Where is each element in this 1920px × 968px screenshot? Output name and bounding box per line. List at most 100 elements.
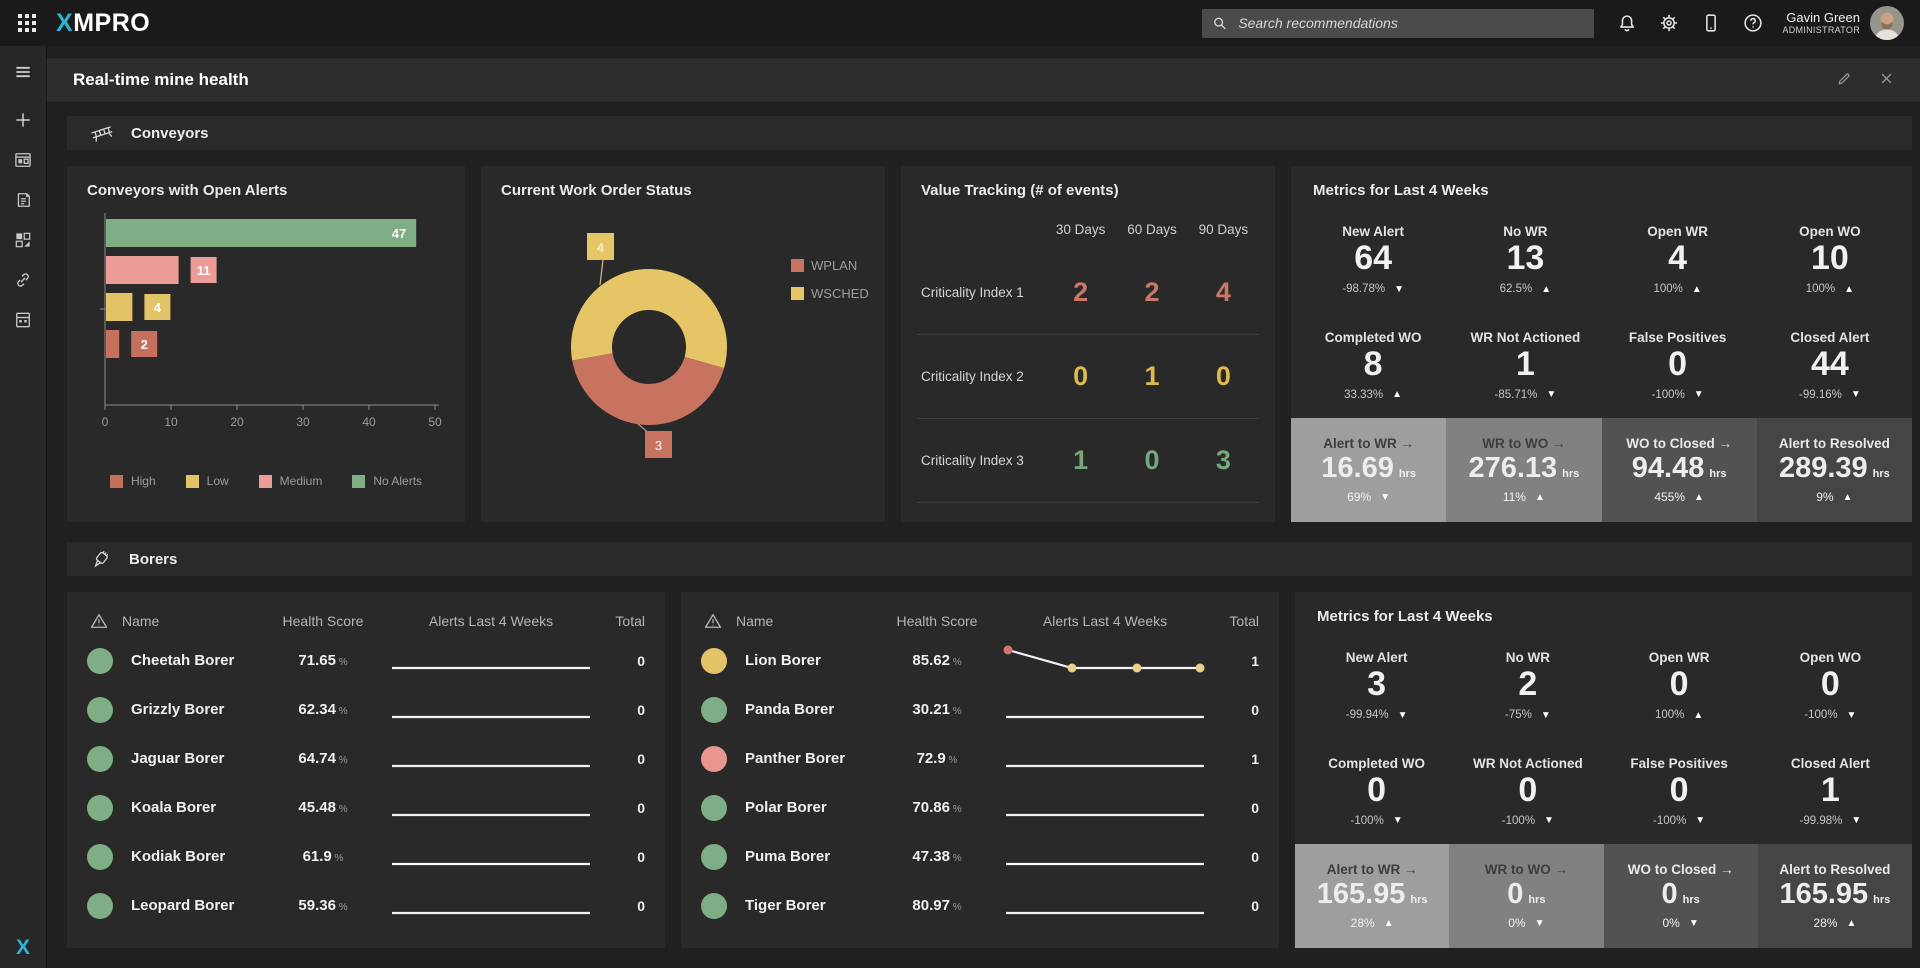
borer-health-score: 72.9 %: [916, 750, 958, 767]
sidebar: X: [0, 46, 47, 968]
value-tracking-value: 4: [1215, 277, 1231, 307]
legend-item: Medium: [258, 474, 322, 488]
warning-icon: [704, 614, 722, 628]
duration-delta-text: 0%: [1508, 916, 1526, 931]
metric-label: No WR: [1505, 650, 1550, 666]
value-tracking-value: 0: [1215, 361, 1231, 391]
borer-row[interactable]: Polar Borer 70.86 % 0: [701, 783, 1259, 832]
sidebar-forms-item[interactable]: [0, 180, 47, 220]
sidebar-links-item[interactable]: [0, 260, 47, 300]
duration-tile: Alert to Resolved 289.39 hrs 9% ▲: [1756, 418, 1912, 522]
borer-row[interactable]: Grizzly Borer 62.34 % 0: [87, 685, 645, 734]
legend-item: Low: [185, 474, 229, 488]
alerts-sparkline: [997, 788, 1213, 828]
work-order-donut-chart: 4 3 WPLAN WSCHED: [497, 207, 869, 480]
column-header-health-score: Health Score: [896, 613, 978, 629]
duration-tile-value: 0 hrs: [1507, 877, 1546, 910]
borers-panels-row: Name Health Score Alerts Last 4 Weeks Total…: [67, 592, 1912, 948]
mobile-button[interactable]: [1700, 12, 1722, 34]
duration-delta-text: 28%: [1350, 916, 1375, 931]
user-menu[interactable]: Gavin Green ADMINISTRATOR: [1782, 10, 1860, 36]
borer-name: Lion Borer: [745, 652, 821, 669]
metric-cell: WR Not Actioned 1 -85.71% ▼: [1449, 313, 1601, 419]
metric-delta-text: 100%: [1805, 283, 1836, 296]
search-input[interactable]: [1236, 14, 1585, 32]
trend-up-icon: ▲: [1844, 283, 1855, 295]
metric-delta: 100% ▲: [1806, 283, 1854, 295]
duration-unit: hrs: [1398, 467, 1416, 480]
search-bar[interactable]: [1202, 8, 1595, 38]
sidebar-add-button[interactable]: [0, 100, 47, 140]
notifications-button[interactable]: [1616, 12, 1638, 34]
avatar[interactable]: [1870, 6, 1904, 40]
metric-delta: -75% ▼: [1505, 709, 1551, 721]
metric-cell: WR Not Actioned 0 -100% ▼: [1452, 739, 1603, 845]
metric-value: 3: [1367, 665, 1387, 704]
borer-row[interactable]: Puma Borer 47.38 % 0: [701, 832, 1259, 881]
logo-x: X: [56, 8, 74, 37]
borer-row[interactable]: Tiger Borer 80.97 % 0: [701, 881, 1259, 930]
settings-button[interactable]: [1658, 12, 1680, 34]
dashboard-designer-icon: [15, 153, 31, 167]
metric-label: WR Not Actioned: [1470, 329, 1581, 345]
value-tracking-row: Criticality Index 1 2 2 4: [917, 251, 1259, 335]
metric-delta-text: -100%: [1651, 388, 1685, 401]
metric-value: 0: [1820, 665, 1840, 704]
apps-grid-icon: [18, 14, 36, 32]
app-launcher-button[interactable]: [12, 8, 42, 38]
borer-name: Koala Borer: [131, 799, 217, 816]
borer-row[interactable]: Leopard Borer 59.36 % 0: [87, 881, 645, 930]
borer-row[interactable]: Jaguar Borer 64.74 % 0: [87, 734, 645, 783]
column-header-health-score: Health Score: [282, 613, 364, 629]
scroll-document-icon: [17, 193, 30, 207]
search-icon: [1214, 17, 1227, 29]
close-dashboard-button[interactable]: [1879, 71, 1894, 89]
trend-down-icon: ▼: [1688, 917, 1699, 929]
alerts-sparkline: [383, 739, 599, 779]
metric-cell: Open WO 10 100% ▲: [1754, 207, 1906, 313]
calculator-icon: [16, 312, 30, 328]
duration-tile-delta: 28% ▲: [1351, 916, 1394, 930]
borer-row[interactable]: Koala Borer 45.48 % 0: [87, 783, 645, 832]
metric-delta-text: 33.33%: [1344, 388, 1384, 401]
borer-total: 0: [637, 848, 645, 865]
alerts-sparkline: [997, 837, 1213, 877]
avatar-photo: [1870, 6, 1904, 40]
status-indicator: [87, 696, 113, 723]
panel-conveyors-open-alerts: Conveyors with Open Alerts 0 10 20 30 40 50 47…: [67, 166, 465, 522]
metric-cell: False Positives 0 -100% ▼: [1604, 739, 1755, 845]
metric-delta: -100% ▼: [1804, 709, 1856, 721]
borer-row[interactable]: Kodiak Borer 61.9 % 0: [87, 832, 645, 881]
duration-tile: Alert to WR → 165.95 hrs 28% ▲: [1295, 844, 1450, 948]
section-title-borers: Borers: [129, 550, 178, 568]
edit-dashboard-button[interactable]: [1836, 70, 1853, 90]
sidebar-calculator-item[interactable]: [0, 300, 47, 340]
health-score-unit: %: [945, 755, 958, 766]
borer-row[interactable]: Panda Borer 30.21 % 0: [701, 685, 1259, 734]
help-icon: [1744, 14, 1763, 32]
trend-down-icon: ▼: [1695, 815, 1706, 827]
sidebar-widgets-item[interactable]: [0, 220, 47, 260]
sidebar-dashboards-item[interactable]: [0, 140, 47, 180]
alerts-sparkline: [997, 739, 1213, 779]
metric-cell: Closed Alert 44 -99.16% ▼: [1754, 313, 1906, 419]
borer-name: Cheetah Borer: [131, 652, 235, 669]
borer-row[interactable]: Panther Borer 72.9 % 1: [701, 734, 1259, 783]
trend-down-icon: ▼: [1534, 917, 1545, 929]
duration-tile: WO to Closed → 0 hrs 0% ▼: [1603, 844, 1758, 948]
borer-row[interactable]: Cheetah Borer 71.65 % 0: [87, 636, 645, 685]
metric-delta: -100% ▼: [1653, 815, 1705, 827]
duration-tile: WR to WO → 0 hrs 0% ▼: [1449, 844, 1604, 948]
help-button[interactable]: [1742, 12, 1764, 34]
duration-tile-value: 276.13 hrs: [1468, 451, 1580, 484]
section-title-conveyors: Conveyors: [131, 124, 209, 142]
panel-borers-table-left: Name Health Score Alerts Last 4 Weeks Total…: [67, 592, 665, 948]
borer-row[interactable]: Lion Borer 85.62 % 1: [701, 636, 1259, 685]
trend-down-icon: ▼: [1397, 709, 1408, 721]
trend-down-icon: ▼: [1693, 389, 1704, 401]
duration-unit: hrs: [1528, 893, 1546, 906]
borer-total: 1: [1251, 750, 1259, 767]
alerts-sparkline: [383, 837, 599, 877]
sidebar-menu-toggle[interactable]: [0, 52, 47, 92]
metric-cell: No WR 2 -75% ▼: [1452, 633, 1603, 739]
